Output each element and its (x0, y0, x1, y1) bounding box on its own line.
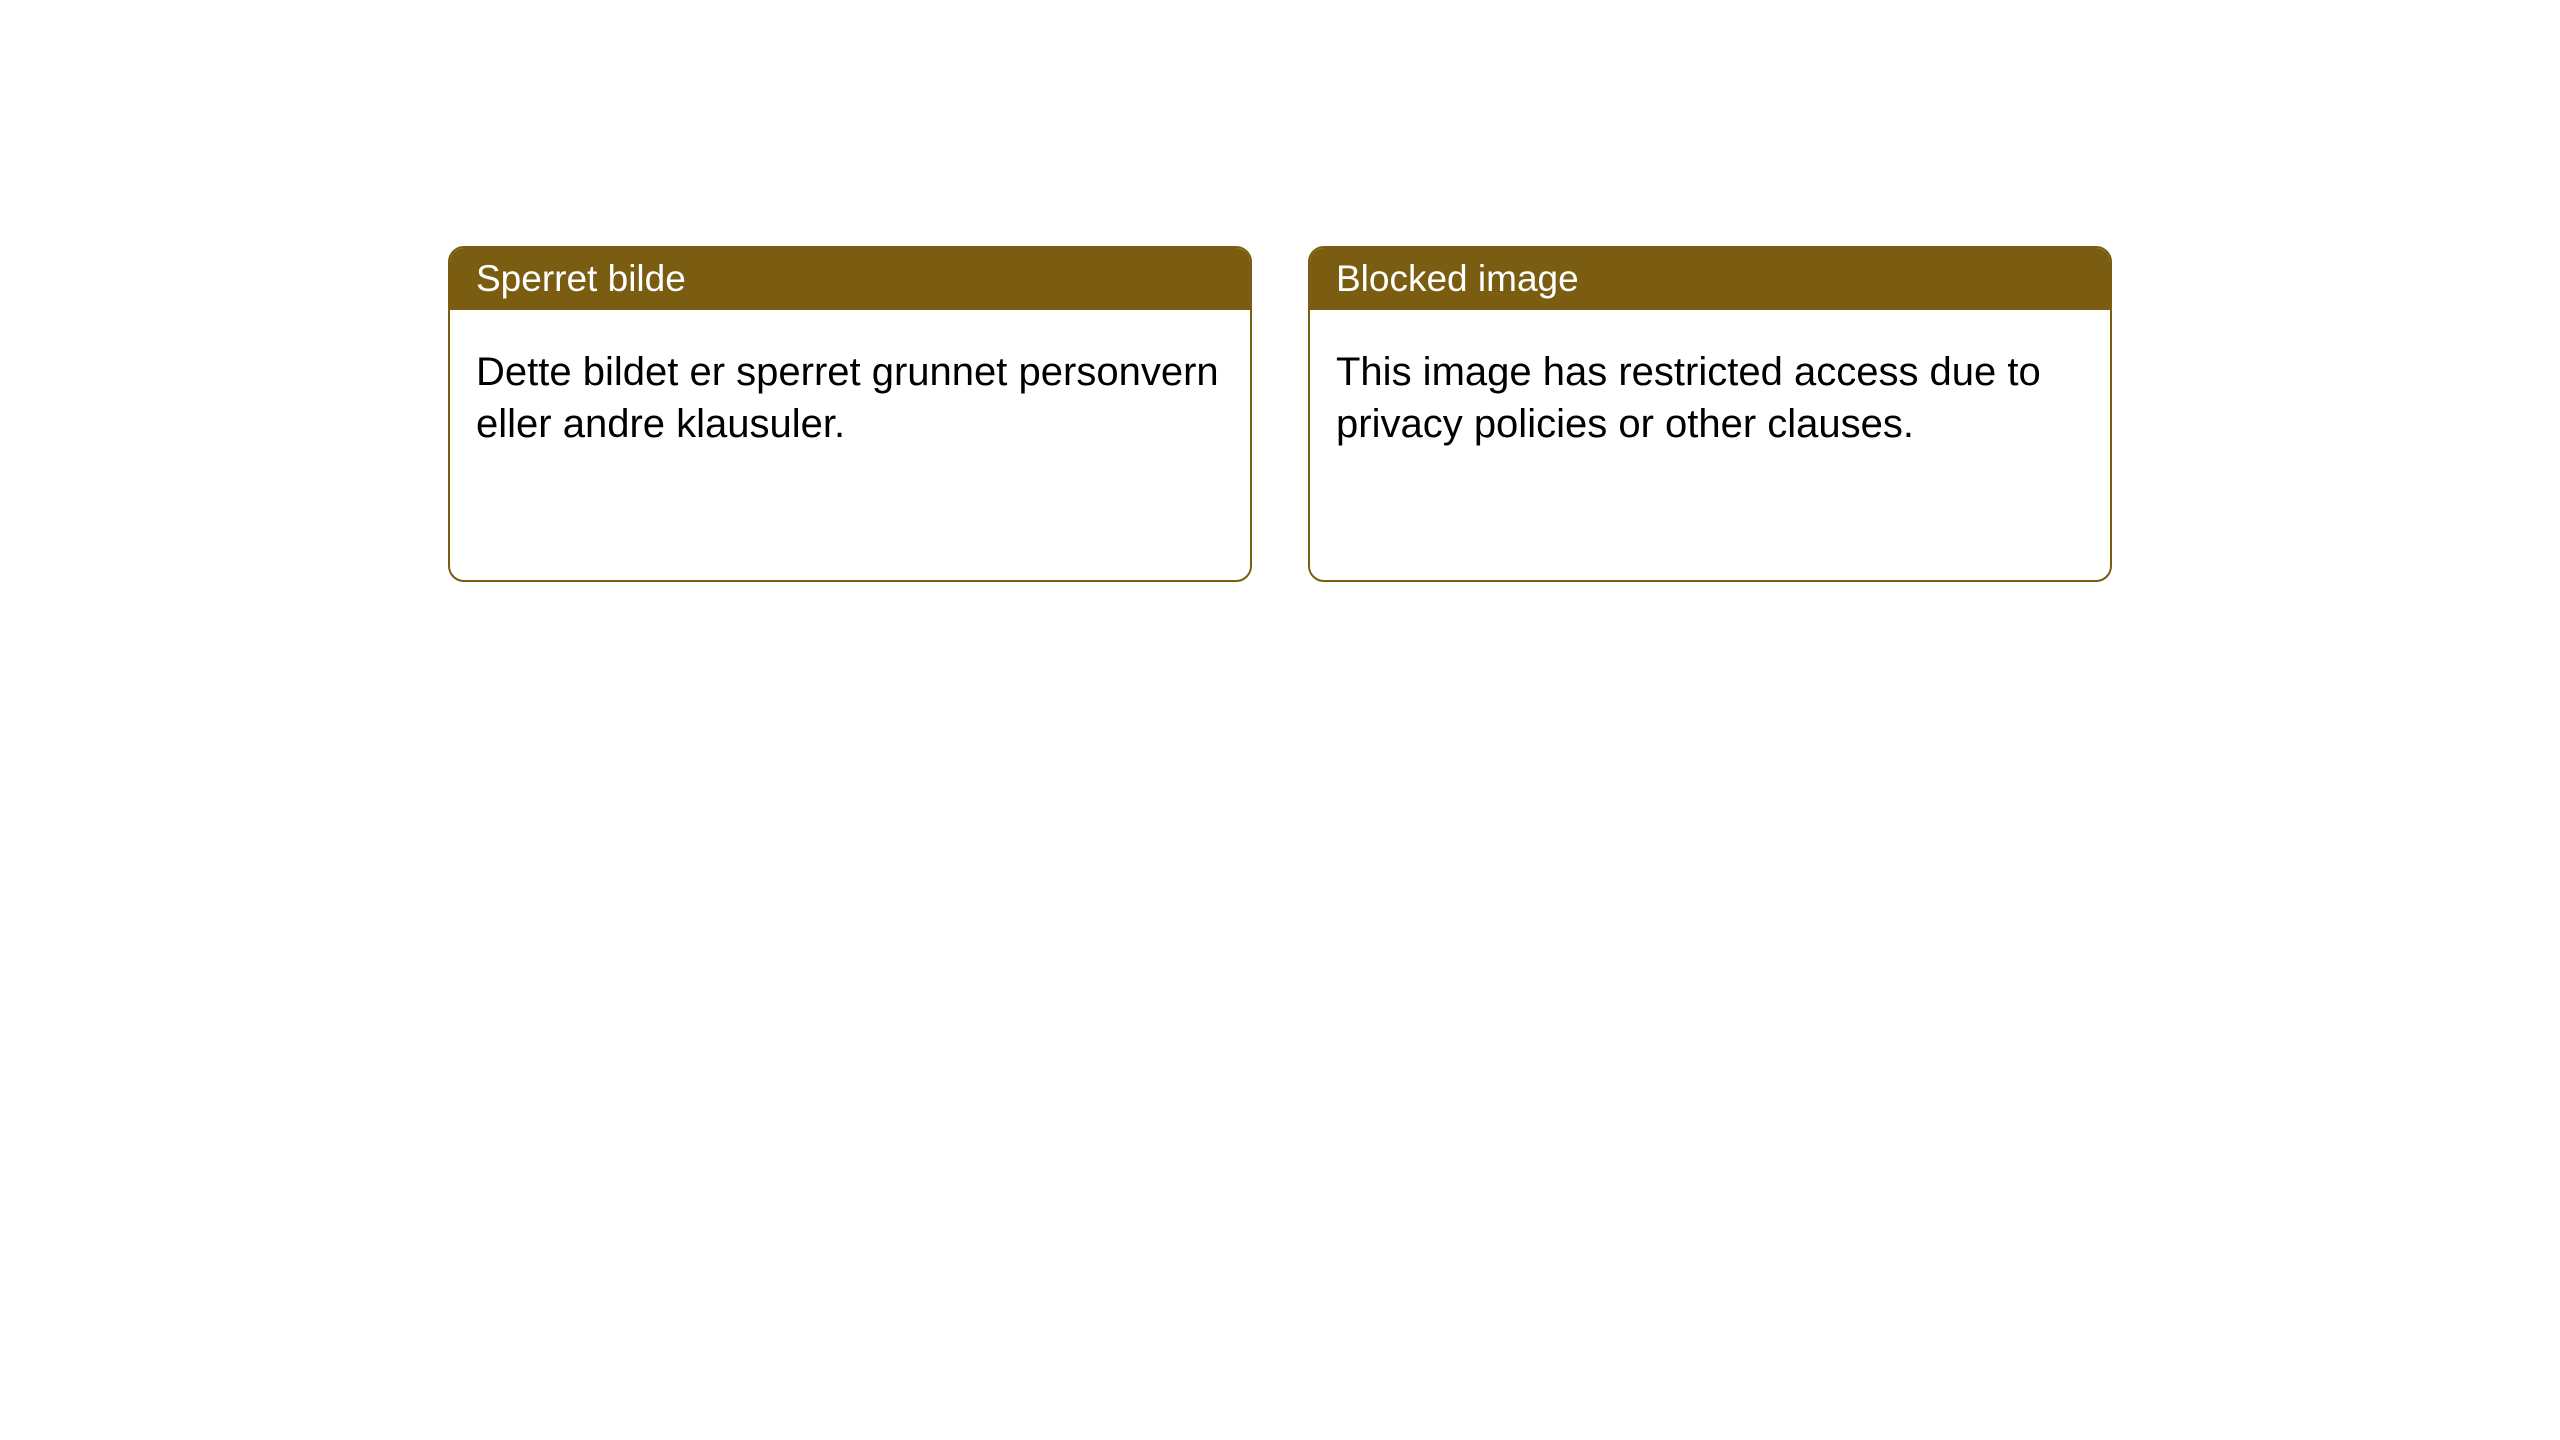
card-header: Sperret bilde (450, 248, 1250, 310)
notice-card-english: Blocked image This image has restricted … (1308, 246, 2112, 582)
card-title: Sperret bilde (476, 258, 686, 299)
card-body-text: This image has restricted access due to … (1336, 350, 2041, 446)
card-body-text: Dette bildet er sperret grunnet personve… (476, 350, 1219, 446)
notice-cards-container: Sperret bilde Dette bildet er sperret gr… (0, 0, 2560, 582)
card-header: Blocked image (1310, 248, 2110, 310)
notice-card-norwegian: Sperret bilde Dette bildet er sperret gr… (448, 246, 1252, 582)
card-body: Dette bildet er sperret grunnet personve… (450, 310, 1250, 580)
card-body: This image has restricted access due to … (1310, 310, 2110, 580)
card-title: Blocked image (1336, 258, 1579, 299)
